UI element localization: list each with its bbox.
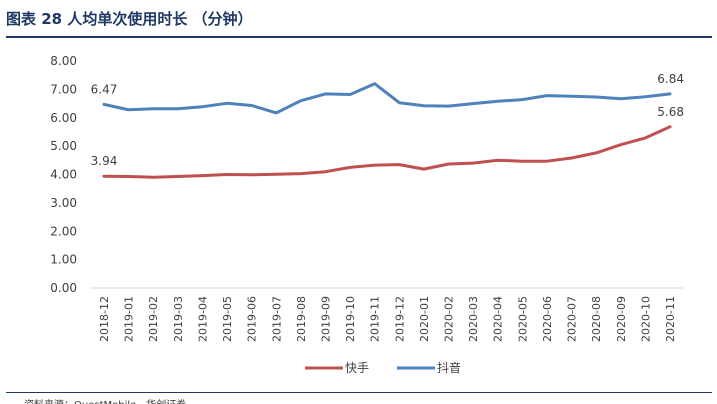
legend: 快手 抖音 xyxy=(305,360,461,375)
x-tick-label: 2020-06 xyxy=(541,296,554,342)
x-tick-label: 2020-09 xyxy=(615,296,628,342)
x-tick-label: 2020-10 xyxy=(639,296,652,342)
x-tick-label: 2020-02 xyxy=(443,296,456,342)
x-tick-label: 2019-11 xyxy=(369,296,382,342)
y-tick-label: 3.00 xyxy=(50,196,77,210)
y-axis: 0.00 1.00 2.00 3.00 4.00 5.00 6.00 7.00 8.00 xyxy=(50,54,77,295)
y-tick-label: 8.00 xyxy=(50,54,77,68)
x-tick-label: 2019-04 xyxy=(196,296,209,342)
x-tick-label: 2019-08 xyxy=(295,296,308,342)
x-tick-label: 2020-07 xyxy=(566,296,579,342)
y-tick-label: 6.00 xyxy=(50,111,77,125)
source-rule xyxy=(6,392,712,393)
data-label: 6.84 xyxy=(657,72,684,86)
series-lines xyxy=(102,82,672,179)
legend-label: 快手 xyxy=(345,361,369,375)
data-label: 5.68 xyxy=(657,105,684,119)
data-label: 3.94 xyxy=(91,154,118,168)
x-tick-label: 2019-09 xyxy=(319,296,332,342)
x-tick-label: 2018-12 xyxy=(98,296,111,342)
x-tick-label: 2020-03 xyxy=(467,296,480,342)
x-tick-label: 2020-11 xyxy=(664,296,677,342)
data-label: 6.47 xyxy=(91,82,118,96)
legend-label: 抖音 xyxy=(437,360,461,375)
x-tick-label: 2019-06 xyxy=(246,296,259,342)
x-tick-label: 2019-10 xyxy=(344,296,357,342)
x-tick-label: 2020-08 xyxy=(590,296,603,342)
source-note: 资料来源：QuestMobile，华创证券 xyxy=(24,396,186,404)
x-axis: 2018-12 2019-01 2019-02 2019-03 2019-04 2019-… xyxy=(98,296,677,342)
series-line xyxy=(102,82,672,115)
x-tick-label: 2020-01 xyxy=(418,296,431,342)
y-tick-label: 0.00 xyxy=(50,281,77,295)
title-rule xyxy=(6,36,712,38)
x-tick-label: 2020-05 xyxy=(516,296,529,342)
data-labels: 3.94 5.68 6.47 6.84 xyxy=(91,72,684,168)
y-tick-label: 2.00 xyxy=(50,224,77,238)
x-tick-label: 2019-12 xyxy=(393,296,406,342)
x-tick-label: 2019-01 xyxy=(123,296,136,342)
y-tick-label: 7.00 xyxy=(50,82,77,96)
x-tick-label: 2019-03 xyxy=(172,296,185,342)
y-tick-label: 5.00 xyxy=(50,139,77,153)
y-tick-label: 4.00 xyxy=(50,168,77,182)
x-tick-label: 2019-07 xyxy=(270,296,283,342)
x-tick-label: 2019-02 xyxy=(147,296,160,342)
series-line xyxy=(102,125,672,179)
x-tick-label: 2019-05 xyxy=(221,296,234,342)
figure-title: 图表 28 人均单次使用时长 （分钟） xyxy=(6,10,253,28)
y-tick-label: 1.00 xyxy=(50,253,77,267)
x-tick-label: 2020-04 xyxy=(492,296,505,342)
